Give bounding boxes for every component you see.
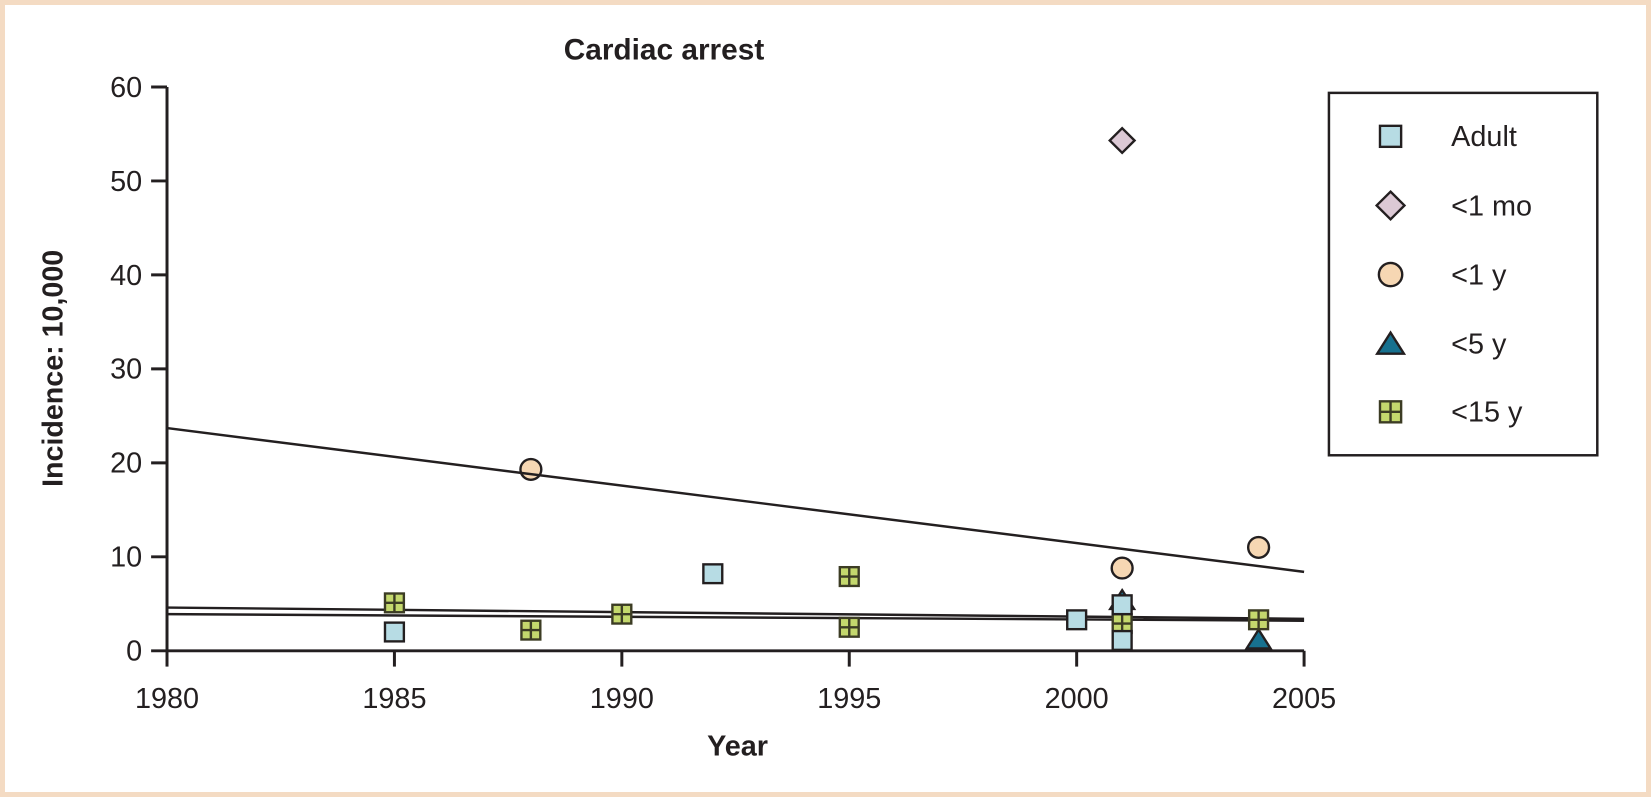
x-tick-label: 2000: [1045, 683, 1109, 715]
legend-label-adult: Adult: [1451, 121, 1517, 153]
data-point-square: [702, 563, 724, 585]
data-point-circle: [1246, 535, 1271, 559]
chart-title: Cardiac arrest: [564, 33, 765, 66]
data-point-square: [1111, 629, 1133, 652]
data-point-triangle: [1375, 330, 1407, 355]
data-point-square: [1378, 124, 1403, 149]
cardiac-arrest-scatter-chart: Cardiac arrest Incidence: 10,000 Year 0 1…: [38, 33, 1599, 763]
data-point-diamond: [1374, 189, 1407, 221]
legend-label-under-15-years: <15 y: [1451, 397, 1523, 429]
data-point-circle: [1110, 556, 1134, 580]
legend: Adult <1 mo <1 y <5 y <15 y: [1327, 91, 1599, 457]
y-axis-label: Incidence: 10,000: [38, 250, 70, 487]
legend-label-under-1-year: <1 y: [1451, 260, 1507, 292]
x-tick-label: 1980: [135, 683, 199, 715]
y-tick-label: 40: [110, 260, 142, 292]
trend-line: [166, 426, 1305, 574]
y-tick-label: 50: [110, 166, 142, 198]
data-point-circle: [1377, 261, 1404, 288]
y-tick-label: 20: [110, 448, 142, 480]
y-tick-label: 60: [110, 72, 142, 104]
data-point-diamond: [1108, 126, 1137, 155]
legend-label-under-5-years: <5 y: [1451, 329, 1507, 361]
y-tick-label: 30: [110, 354, 142, 386]
legend-label-under-1-month: <1 mo: [1451, 190, 1532, 222]
x-tick-label: 1995: [817, 683, 881, 715]
y-tick-label: 10: [110, 542, 142, 574]
data-points-layer: [166, 126, 1305, 652]
x-tick-label: 2005: [1272, 683, 1336, 715]
data-point-square: [1066, 609, 1088, 631]
axes: 0 10 20 30 40 50 60 1980 1985 1990 1995 2000 2005: [110, 72, 1336, 715]
data-point-square: [1111, 594, 1133, 616]
x-tick-label: 1985: [362, 683, 426, 715]
legend-markers: [1374, 124, 1407, 424]
x-tick-label: 1990: [590, 683, 654, 715]
data-point-triangle: [1244, 627, 1273, 650]
data-point-square: [383, 621, 406, 643]
data-point-circle: [519, 457, 543, 481]
x-axis-label: Year: [707, 731, 768, 763]
y-tick-label: 0: [126, 636, 142, 668]
legend-box: [1327, 91, 1599, 457]
